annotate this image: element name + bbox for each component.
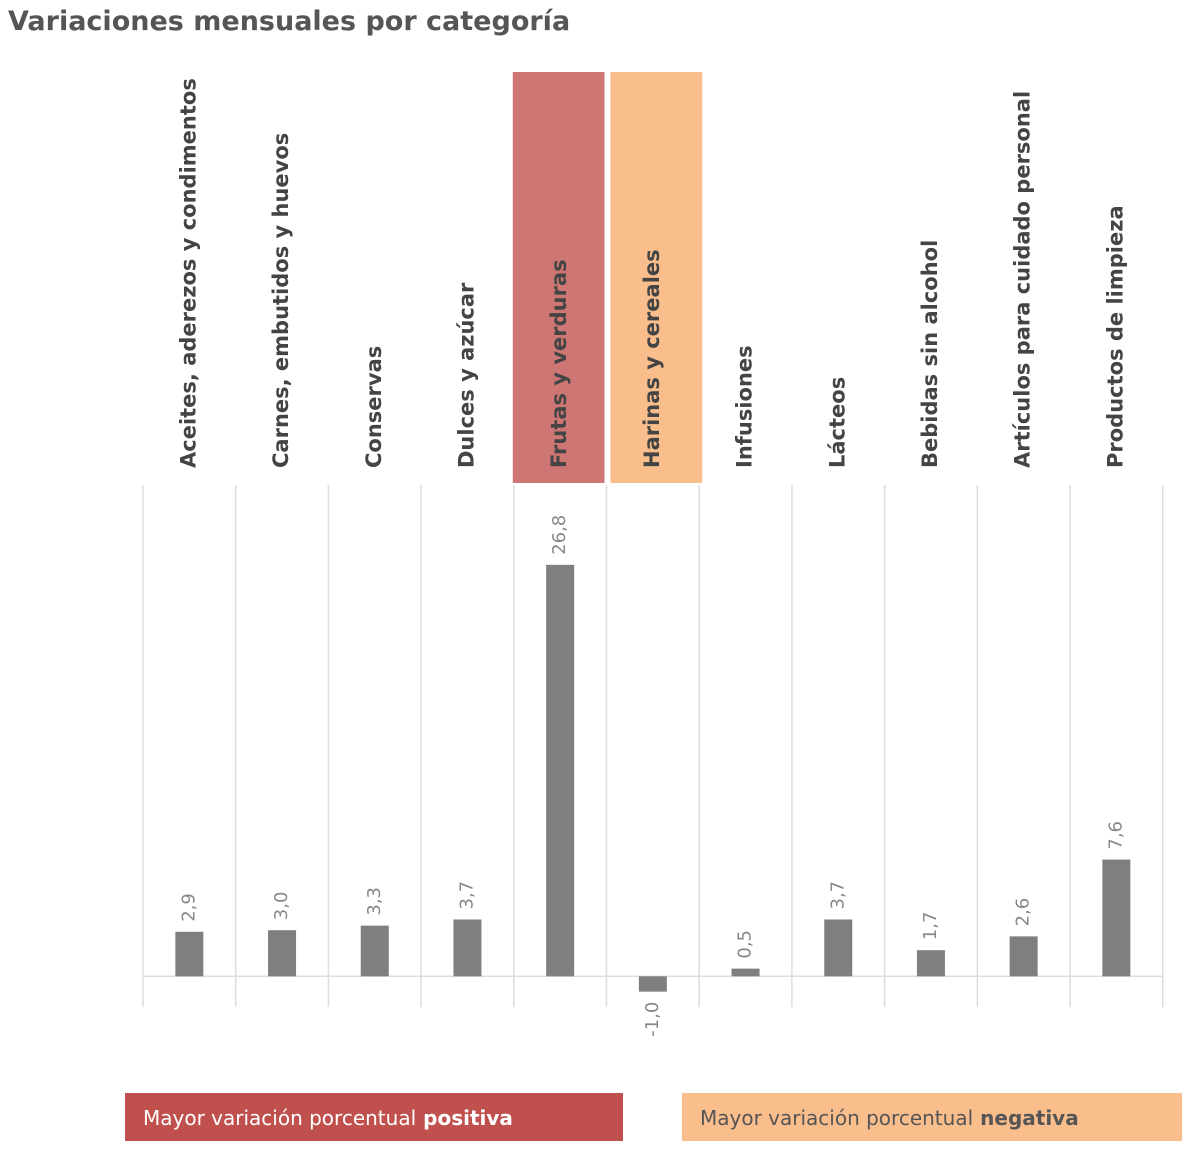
value-label: 3,3 <box>364 887 385 916</box>
legend-text: Mayor variación porcentual <box>700 1106 973 1130</box>
bar <box>1009 936 1038 977</box>
bar <box>268 930 297 977</box>
legend-label: Mayor variación porcentual negativa <box>700 1106 1079 1130</box>
highlight-box <box>512 72 605 483</box>
category-label: Aceites, aderezos y condimentos <box>176 78 200 468</box>
legend-box <box>125 1093 623 1141</box>
category-label: Carnes, embutidos y huevos <box>269 133 293 468</box>
legend-label: Mayor variación porcentual positiva <box>143 1106 513 1130</box>
category-label: Conservas <box>362 346 386 468</box>
chart-title: Variaciones mensuales por categoría <box>8 6 570 37</box>
value-label: 3,7 <box>827 881 848 910</box>
value-label: 2,9 <box>178 893 199 922</box>
value-label: 3,7 <box>456 881 477 910</box>
category-label: Infusiones <box>733 345 757 468</box>
category-label: Artículos para cuidado personal <box>1011 91 1035 468</box>
legend-box <box>682 1093 1182 1141</box>
bar <box>546 564 575 977</box>
category-label: Bebidas sin alcohol <box>918 240 942 468</box>
legend-text: Mayor variación porcentual <box>143 1106 416 1130</box>
bar <box>360 925 389 977</box>
category-label: Harinas y cereales <box>640 249 664 468</box>
value-label: 3,0 <box>271 892 292 921</box>
value-label: 2,6 <box>1013 898 1034 927</box>
bar <box>731 968 760 977</box>
value-label: 0,5 <box>735 930 756 959</box>
value-label: 1,7 <box>920 912 941 941</box>
legend-emphasis: negativa <box>980 1106 1079 1130</box>
value-label: 26,8 <box>549 515 570 555</box>
category-label: Dulces y azúcar <box>454 282 478 468</box>
bar <box>1102 859 1131 977</box>
bar <box>638 976 667 992</box>
bar <box>175 931 204 977</box>
bar <box>453 919 482 977</box>
bar <box>824 919 853 977</box>
category-label: Lácteos <box>825 377 849 468</box>
bar <box>916 950 945 977</box>
legend-emphasis: positiva <box>423 1106 513 1130</box>
category-label: Productos de limpieza <box>1103 205 1127 468</box>
value-label: 7,6 <box>1105 821 1126 850</box>
category-label: Frutas y verduras <box>547 259 571 468</box>
highlight-box <box>610 72 703 483</box>
value-label: -1,0 <box>642 1002 663 1037</box>
